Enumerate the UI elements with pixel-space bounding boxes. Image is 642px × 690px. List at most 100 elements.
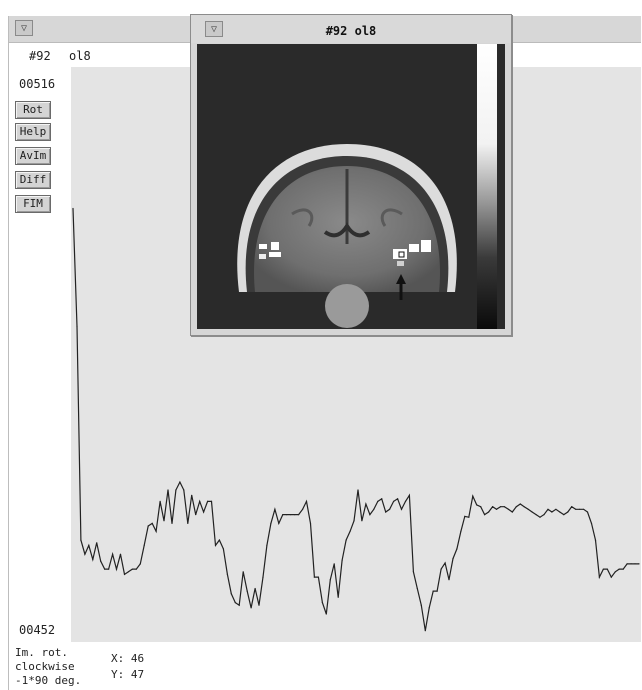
- data-point: [207, 500, 209, 502]
- data-point: [507, 508, 509, 510]
- dataset-name: ol8: [69, 49, 91, 63]
- popup-title: #92 ol8: [325, 24, 377, 38]
- data-point: [456, 548, 458, 550]
- data-point: [135, 568, 137, 570]
- data-point: [464, 515, 466, 517]
- data-point: [147, 525, 149, 527]
- data-point: [171, 522, 173, 524]
- data-point: [551, 511, 553, 513]
- data-point: [92, 558, 94, 561]
- data-point: [626, 563, 628, 565]
- data-point: [246, 590, 248, 592]
- data-point: [266, 544, 268, 546]
- fim-button[interactable]: FIM: [15, 195, 51, 213]
- data-point: [298, 514, 300, 516]
- data-point: [618, 568, 620, 570]
- data-point: [214, 544, 217, 546]
- mri-image: [197, 44, 505, 329]
- avim-button[interactable]: AvIm: [15, 147, 51, 165]
- data-point: [602, 568, 605, 570]
- data-point: [195, 514, 197, 516]
- data-point: [543, 514, 545, 516]
- data-point: [290, 514, 292, 516]
- data-point: [567, 511, 569, 513]
- data-point: [175, 489, 177, 491]
- data-point: [187, 522, 189, 524]
- help-button[interactable]: Help: [15, 123, 51, 141]
- data-point: [286, 514, 288, 516]
- data-point: [96, 542, 98, 544]
- image-number: #92: [29, 49, 51, 63]
- data-point: [638, 563, 640, 565]
- data-point: [365, 503, 367, 505]
- status-line-3: -1*90 deg.: [15, 674, 82, 687]
- data-point: [203, 511, 205, 513]
- data-point: [606, 568, 608, 570]
- data-point: [80, 539, 82, 541]
- data-point: [472, 495, 474, 497]
- data-point: [262, 576, 264, 578]
- data-point: [586, 511, 589, 513]
- window-menu-icon[interactable]: ▽: [205, 21, 223, 37]
- data-point: [313, 576, 315, 578]
- data-point: [571, 506, 573, 508]
- data-point: [112, 553, 114, 555]
- data-point: [143, 544, 145, 546]
- data-point: [104, 568, 106, 570]
- status-bar: Im. rot. clockwise -1*90 deg. X: 46 Y: 4…: [9, 642, 641, 690]
- data-point: [123, 573, 126, 575]
- data-point: [416, 587, 418, 590]
- data-point: [305, 500, 308, 502]
- data-point: [309, 522, 312, 524]
- data-point: [515, 506, 517, 508]
- data-point: [119, 553, 122, 555]
- data-point: [238, 604, 240, 606]
- data-point: [218, 539, 220, 541]
- data-point: [428, 607, 430, 609]
- rot-button[interactable]: Rot: [15, 101, 51, 119]
- series-line: [72, 208, 639, 631]
- data-point: [381, 498, 383, 500]
- data-point: [400, 508, 403, 510]
- data-point: [317, 576, 319, 578]
- status-line-1: Im. rot.: [15, 646, 68, 659]
- data-point: [155, 530, 157, 532]
- data-point: [345, 539, 347, 541]
- window-menu-icon[interactable]: ▽: [15, 20, 33, 36]
- data-point: [191, 494, 193, 496]
- data-point: [234, 602, 236, 604]
- data-point: [476, 504, 478, 506]
- data-point: [369, 514, 371, 516]
- data-point: [199, 500, 201, 502]
- data-point: [127, 571, 129, 573]
- data-point: [72, 207, 74, 210]
- data-point: [432, 590, 434, 592]
- counter-top: 00516: [19, 77, 56, 91]
- left-panel: 00516 Rot Help AvIm Diff FIM 00452: [9, 67, 71, 642]
- data-point: [523, 506, 525, 508]
- data-point: [492, 506, 494, 508]
- data-point: [183, 489, 185, 491]
- data-point: [353, 520, 355, 522]
- data-point: [389, 508, 391, 510]
- data-point: [385, 511, 387, 513]
- data-point: [76, 325, 78, 327]
- brain-slice-image[interactable]: [197, 44, 505, 329]
- data-point: [88, 544, 90, 546]
- data-point: [274, 508, 276, 510]
- data-point: [329, 579, 331, 581]
- data-point: [179, 481, 181, 483]
- data-point: [531, 511, 533, 513]
- data-point: [337, 596, 339, 598]
- data-point: [575, 508, 577, 510]
- data-point: [634, 563, 636, 565]
- data-point: [480, 506, 482, 508]
- diff-button[interactable]: Diff: [15, 171, 51, 189]
- popup-titlebar: ▽ #92 ol8: [191, 15, 511, 43]
- data-point: [535, 514, 537, 516]
- data-point: [444, 562, 446, 564]
- data-point: [361, 520, 363, 522]
- color-scale-bar: [477, 44, 497, 329]
- data-point: [294, 514, 296, 516]
- data-point: [159, 500, 161, 502]
